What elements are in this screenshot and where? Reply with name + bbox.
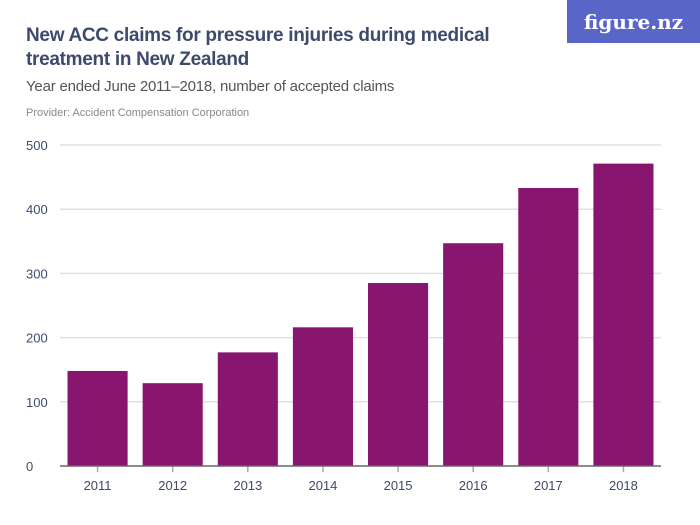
chart-title: New ACC claims for pressure injuries dur… (26, 25, 490, 70)
bar-2017 (518, 188, 579, 466)
bar-2014 (292, 327, 353, 466)
y-tick-label: 400 (26, 202, 48, 217)
x-tick-label: 2016 (459, 478, 488, 493)
x-tick-label: 2015 (384, 478, 413, 493)
chart-subtitle: Year ended June 2011–2018, number of acc… (26, 78, 395, 95)
figure-nz-logo[interactable]: figure.nz (567, 0, 700, 43)
x-tick-label: 2018 (609, 478, 638, 493)
y-tick-label: 0 (26, 459, 33, 474)
bar-2012 (142, 383, 203, 466)
bar-2016 (443, 243, 504, 466)
x-tick-label: 2014 (308, 478, 337, 493)
provider-note: Provider: Accident Compensation Corporat… (26, 107, 250, 119)
bar-2018 (593, 163, 654, 467)
bar-2013 (217, 352, 278, 466)
bar-2015 (368, 283, 429, 466)
y-tick-label: 500 (26, 138, 48, 153)
x-tick-label: 2012 (158, 478, 187, 493)
bar-2011 (67, 370, 128, 466)
y-tick-label: 300 (26, 266, 48, 281)
y-tick-label: 200 (26, 331, 48, 346)
x-tick-label: 2013 (233, 478, 262, 493)
x-tick-label: 2017 (534, 478, 563, 493)
y-tick-label: 100 (26, 395, 48, 410)
x-tick-label: 2011 (84, 478, 112, 493)
